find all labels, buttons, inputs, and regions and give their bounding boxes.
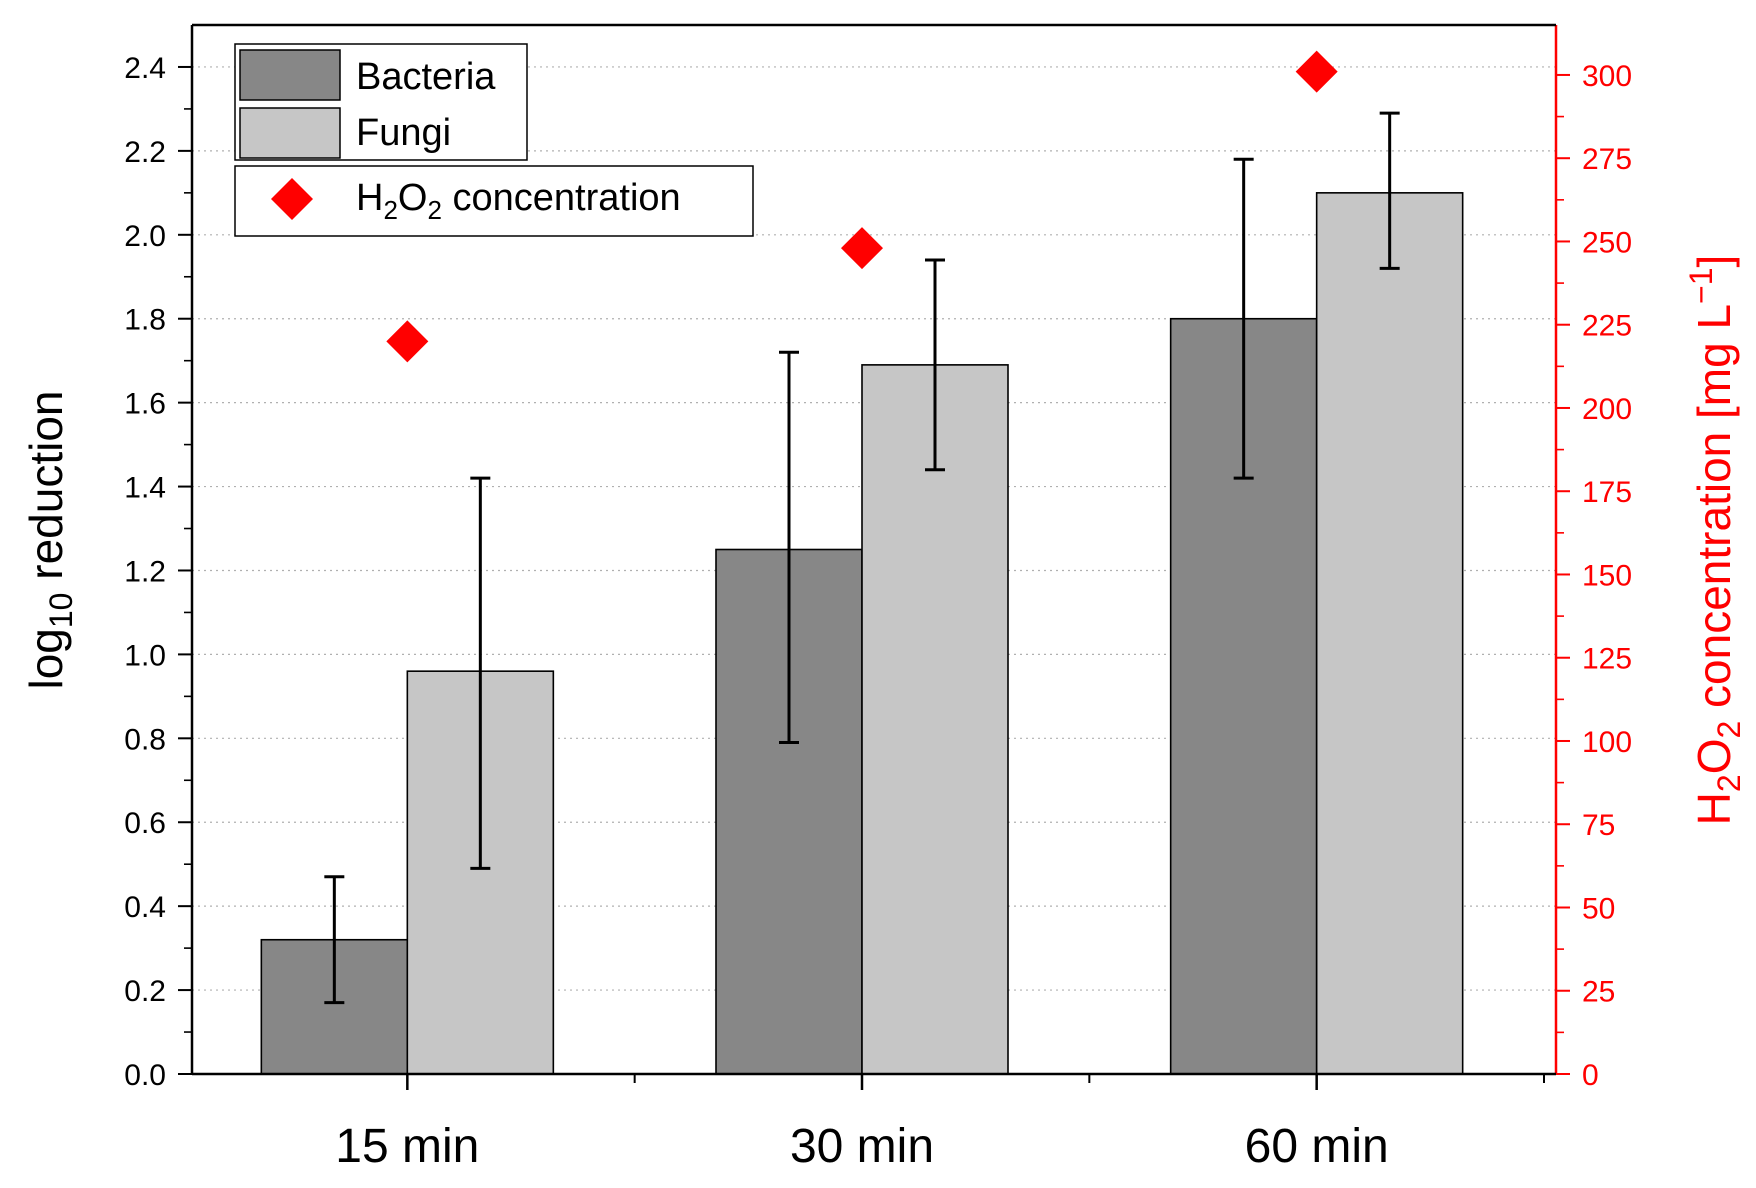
x-category-label: 30 min bbox=[790, 1120, 934, 1173]
y-right-tick-label: 25 bbox=[1582, 976, 1615, 1009]
legend-label-fungi: Fungi bbox=[356, 112, 451, 154]
y-right-tick-label: 300 bbox=[1582, 60, 1632, 93]
y-left-tick-label: 2.2 bbox=[124, 136, 166, 169]
y-left-tick-label: 2.0 bbox=[124, 220, 166, 253]
y-left-tick-label: 0.2 bbox=[124, 975, 166, 1008]
y-left-tick-label: 0.8 bbox=[124, 723, 166, 756]
h2o2-diamond bbox=[1295, 50, 1338, 93]
h2o2-diamond bbox=[841, 227, 883, 270]
y-right-tick-label: 50 bbox=[1582, 892, 1615, 925]
legend-box-h2o2 bbox=[234, 165, 754, 237]
y-left-tick-label: 0.0 bbox=[124, 1059, 166, 1092]
legend-label-bacteria: Bacteria bbox=[356, 56, 496, 98]
y-left-tick-label: 0.4 bbox=[124, 891, 166, 924]
bars bbox=[260, 192, 1464, 1075]
y-right-tick-label: 225 bbox=[1582, 310, 1632, 343]
y-right-tick-label: 200 bbox=[1582, 393, 1632, 426]
bar-fungi bbox=[861, 364, 1009, 1075]
tick-labels: 0.0 0.2 0.4 0.6 0.8 1.0 1.2 1.4 1.6 1.8 2.0 2.2 2.4 0… bbox=[124, 52, 1632, 1173]
y-left-tick-label: 1.2 bbox=[124, 555, 166, 588]
y-left-tick-label: 1.4 bbox=[124, 472, 166, 505]
legend-swatch-bacteria bbox=[239, 49, 341, 101]
y-left-tick-label: 0.6 bbox=[124, 807, 166, 840]
error-bars bbox=[324, 111, 1400, 1005]
x-category-label: 60 min bbox=[1245, 1120, 1389, 1173]
y-right-tick-label: 100 bbox=[1582, 726, 1632, 759]
h2o2-diamond bbox=[386, 320, 429, 363]
y-right-tick-label: 150 bbox=[1582, 559, 1632, 592]
y-right-tick-label: 75 bbox=[1582, 809, 1615, 842]
y-left-tick-label: 1.8 bbox=[124, 304, 166, 337]
y-right-tick-label: 250 bbox=[1582, 226, 1632, 259]
y-right-tick-label: 275 bbox=[1582, 143, 1632, 176]
y-right-tick-label: 175 bbox=[1582, 476, 1632, 509]
y-right-tick-label: 0 bbox=[1582, 1059, 1599, 1092]
legend-label-h2o2: H2O2 concentration bbox=[356, 177, 681, 225]
y-left-tick-label: 1.0 bbox=[124, 639, 166, 672]
h2o2-points bbox=[386, 50, 1338, 363]
bar-fungi bbox=[1315, 192, 1464, 1075]
y-right-tick-label: 125 bbox=[1582, 643, 1632, 676]
legend: Bacteria Fungi H2O2 concentration bbox=[234, 43, 754, 237]
legend-swatch-fungi bbox=[239, 107, 341, 159]
y-left-tick-label: 2.4 bbox=[124, 52, 166, 85]
y-left-axis-title: log10 reduction bbox=[20, 391, 79, 690]
axes bbox=[178, 23, 1570, 1090]
y-right-axis-title: H2O2 concentration [mg L−1] bbox=[1683, 255, 1747, 826]
legend-marker-h2o2 bbox=[271, 178, 313, 220]
y-left-tick-label: 1.6 bbox=[124, 388, 166, 421]
x-category-label: 15 min bbox=[335, 1120, 479, 1173]
